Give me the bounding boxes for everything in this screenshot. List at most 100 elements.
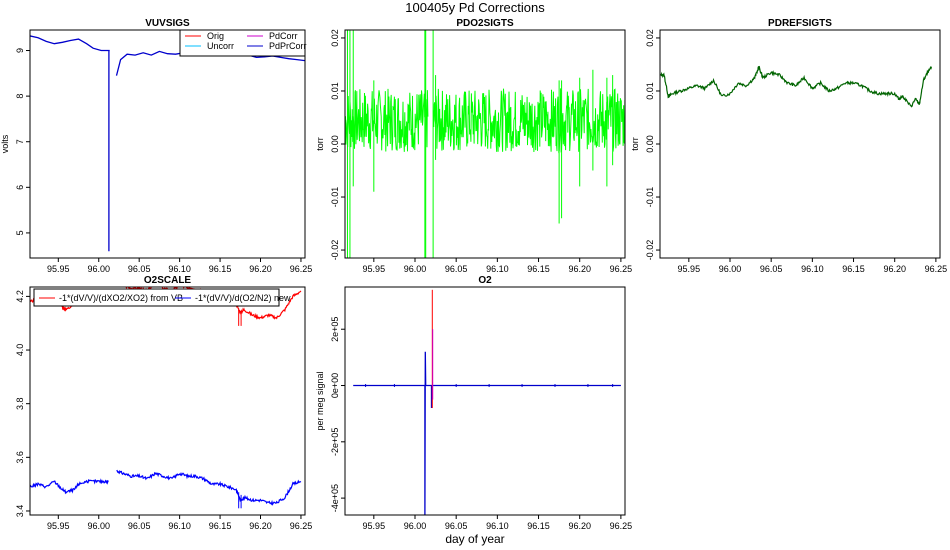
pdrefsigts-xtick-label-4: 96.15 [842, 264, 865, 274]
o2scale-ytick-label-3: 4.0 [15, 344, 25, 357]
o2scale-xtick-label-5: 96.20 [249, 521, 272, 531]
pdo2sigts-xtick-label-0: 95.95 [363, 264, 386, 274]
vuvsigs-ytick-label-1: 6 [15, 185, 25, 190]
vuvsigs-xtick-label-1: 96.00 [87, 264, 110, 274]
pdrefsigts-ylabel: torr [630, 137, 640, 151]
pdo2sigts-title: PDO2SIGTS [456, 18, 514, 29]
o2scale-xtick-label-1: 96.00 [87, 521, 110, 531]
o2-xtick-label-1: 96.00 [404, 521, 427, 531]
vuvsigs-legend-label-0: Orig [207, 31, 224, 41]
o2scale-legend-box [33, 288, 280, 307]
o2scale-plot-area [30, 287, 302, 509]
pdrefsigts-xtick-label-0: 95.95 [678, 264, 701, 274]
figure-title: 100405y Pd Corrections [405, 0, 545, 15]
o2scale-frame [29, 286, 306, 516]
pdrefsigts-frame [659, 29, 941, 259]
vuvsigs-legend-label-1: PdCorr [269, 31, 298, 41]
o2scale-xtick-label-2: 96.05 [128, 521, 151, 531]
pdo2sigts-ytick-label-0: -0.02 [330, 240, 340, 261]
o2scale-legend-label-0: -1*(dV/V)/(dXO2/XO2) from VB [59, 293, 183, 303]
pdrefsigts-plot-area [660, 65, 932, 108]
pdrefsigts-series-0-segment-0 [660, 65, 932, 108]
vuvsigs-xtick-label-4: 96.15 [209, 264, 232, 274]
pdrefsigts-ytick-label-2: 0.00 [645, 135, 655, 153]
o2-xtick-label-0: 95.95 [363, 521, 386, 531]
o2-xtick-label-3: 96.10 [486, 521, 509, 531]
vuvsigs-legend: Orig PdCorr Uncorr PdPrCorr [179, 29, 307, 57]
o2-series-0-segment-0 [353, 351, 621, 515]
pdrefsigts-ytick-label-3: 0.01 [645, 82, 655, 100]
pdo2sigts-ytick-label-4: 0.02 [330, 29, 340, 47]
o2-ylabel: per meg signal [315, 371, 325, 430]
vuvsigs-ytick-label-2: 7 [15, 139, 25, 144]
pdrefsigts-title: PDREFSIGTS [768, 18, 832, 29]
pdo2sigts-noise-series [345, 88, 625, 154]
vuvsigs-ytick-label-3: 8 [15, 94, 25, 99]
pdrefsigts-ytick-label-4: 0.02 [645, 29, 655, 47]
vuvsigs-xtick-label-2: 96.05 [128, 264, 151, 274]
pdo2sigts-chart: PDO2SIGTS 95.95 96.00 96.05 96.10 96.15 96.20 9… [315, 18, 632, 274]
pdo2sigts-xtick-label-1: 96.00 [404, 264, 427, 274]
vuvsigs-series-0-segment-0 [30, 35, 110, 252]
pdrefsigts-chart: PDREFSIGTS 95.95 96.00 96.05 96.10 96.15 96.20… [630, 18, 947, 274]
o2scale-series-1-segment-1 [116, 469, 302, 506]
vuvsigs-legend-box [179, 29, 306, 57]
vuvsigs-frame [29, 29, 306, 259]
figure-xlabel: day of year [445, 532, 504, 546]
pdrefsigts-xtick-label-5: 96.20 [883, 264, 906, 274]
o2-plot-area [353, 289, 621, 515]
vuvsigs-xtick-label-6: 96.25 [290, 264, 313, 274]
pdo2sigts-ytick-label-2: 0.00 [330, 135, 340, 153]
vuvsigs-xtick-label-0: 95.95 [47, 264, 70, 274]
pdo2sigts-xtick-label-2: 96.05 [445, 264, 468, 274]
pdo2sigts-xtick-label-4: 96.15 [527, 264, 550, 274]
pdrefsigts-xtick-label-3: 96.10 [801, 264, 824, 274]
o2-ytick-label-1: -2e+05 [330, 428, 340, 456]
vuvsigs-ytick-label-0: 5 [15, 230, 25, 235]
o2scale-xtick-label-4: 96.15 [209, 521, 232, 531]
pdrefsigts-xtick-label-2: 96.05 [760, 264, 783, 274]
o2-title: O2 [478, 275, 492, 286]
o2scale-chart: O2SCALE 95.95 96.00 96.05 96.10 96.15 96.20 96.… [15, 275, 312, 531]
pdo2sigts-ytick-label-3: 0.01 [330, 82, 340, 100]
o2scale-xtick-label-6: 96.25 [290, 521, 313, 531]
vuvsigs-xtick-label-3: 96.10 [168, 264, 191, 274]
pdrefsigts-xtick-label-1: 96.00 [719, 264, 742, 274]
vuvsigs-ytick-label-4: 9 [15, 48, 25, 53]
o2scale-ytick-label-0: 3.4 [15, 505, 25, 518]
o2scale-legend: -1*(dV/V)/(dXO2/XO2) from VB -1*(dV/V)/d(… [33, 288, 291, 307]
o2scale-series-1-segment-0 [30, 478, 109, 495]
o2scale-legend-label-1: -1*(dV/V)/d(O2/N2) new [195, 293, 291, 303]
vuvsigs-title: VUVSIGS [145, 18, 190, 29]
o2scale-ytick-label-4: 4.2 [15, 290, 25, 303]
o2-ytick-label-2: 0e+00 [330, 373, 340, 398]
vuvsigs-chart: VUVSIGS 95.95 96.00 96.05 96.10 96.15 96.20 96.… [0, 18, 312, 274]
vuvsigs-ylabel: volts [0, 134, 10, 153]
vuvsigs-legend-label-2: Uncorr [207, 41, 234, 51]
o2-ytick-label-0: -4e+05 [330, 484, 340, 512]
o2scale-ytick-label-1: 3.6 [15, 451, 25, 464]
o2-chart: O2 95.95 96.00 96.05 96.10 96.15 96.20 96.25 -4e… [315, 275, 632, 531]
pdo2sigts-plot-area [345, 30, 625, 258]
o2-frame [344, 286, 626, 516]
o2scale-ytick-label-2: 3.8 [15, 397, 25, 410]
vuvsigs-xtick-label-5: 96.20 [249, 264, 272, 274]
o2-xtick-label-6: 96.25 [610, 521, 633, 531]
vuvsigs-legend-label-3: PdPrCorr [269, 41, 307, 51]
vuvsigs-plot-area [30, 35, 305, 252]
pdo2sigts-xtick-label-3: 96.10 [486, 264, 509, 274]
o2-ytick-label-3: 2e+05 [330, 317, 340, 342]
o2-xtick-label-2: 96.05 [445, 521, 468, 531]
pdo2sigts-ylabel: torr [315, 137, 325, 151]
pdrefsigts-ytick-label-0: -0.02 [645, 240, 655, 261]
pdrefsigts-ytick-label-1: -0.01 [645, 187, 655, 208]
o2scale-title: O2SCALE [144, 275, 192, 286]
plot-panels: VUVSIGS 95.95 96.00 96.05 96.10 96.15 96.20 96.… [0, 18, 947, 531]
pdo2sigts-ytick-label-1: -0.01 [330, 187, 340, 208]
pdo2sigts-xtick-label-5: 96.20 [568, 264, 591, 274]
o2-xtick-label-4: 96.15 [527, 521, 550, 531]
o2scale-xtick-label-3: 96.10 [168, 521, 191, 531]
o2scale-xtick-label-0: 95.95 [47, 521, 70, 531]
pdo2sigts-xtick-label-6: 96.25 [610, 264, 633, 274]
